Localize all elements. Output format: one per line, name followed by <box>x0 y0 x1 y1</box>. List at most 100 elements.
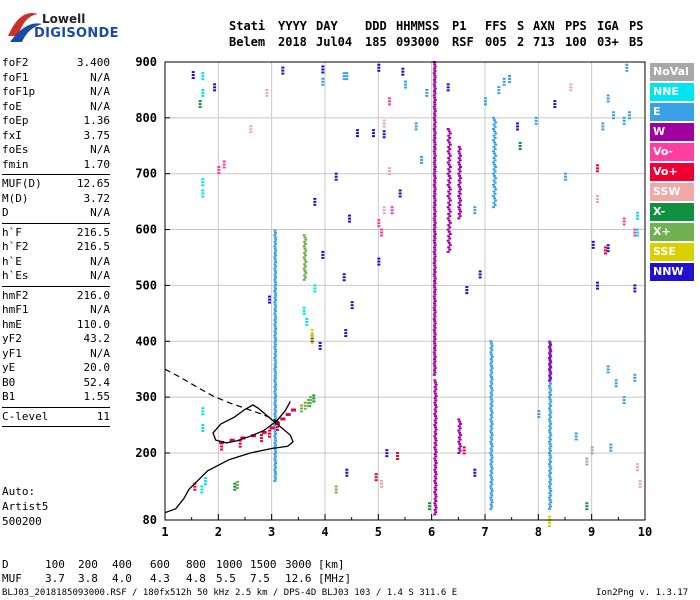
echo-point <box>321 256 325 259</box>
footer-d-values-cell: 3000 <box>285 558 312 571</box>
echo-point <box>344 335 348 338</box>
echo-point <box>622 119 626 122</box>
echo-point <box>628 117 631 120</box>
footer-muf-values-cell: 4.0 <box>112 572 132 585</box>
echo-mark <box>489 498 493 501</box>
legend-item: W <box>650 123 694 141</box>
echo-mark <box>433 226 437 229</box>
footer-muf-values-cell: 3.8 <box>78 572 98 585</box>
param-value: 216.5 <box>76 240 110 253</box>
echo-mark <box>433 253 437 256</box>
echo-point <box>201 195 205 198</box>
echo-mark <box>432 72 436 75</box>
echo-mark <box>493 148 497 151</box>
echo-mark <box>446 206 450 209</box>
echo-point <box>268 429 271 432</box>
echo-mark <box>432 295 436 298</box>
echo-mark <box>548 507 551 510</box>
echo-mark <box>433 190 437 193</box>
echo-mark <box>434 477 438 480</box>
echo-mark <box>433 415 437 418</box>
echo-point <box>388 103 391 106</box>
echo-mark <box>273 325 277 328</box>
echo-mark <box>548 358 552 361</box>
echo-mark <box>492 195 495 198</box>
echo-mark <box>273 256 277 259</box>
echo-mark <box>459 422 463 425</box>
param-value: 1.70 <box>83 157 111 171</box>
echo-mark <box>458 203 462 206</box>
footer-muf-values-cell: [MHz] <box>318 572 352 585</box>
echo-point <box>388 170 391 173</box>
echo-point <box>260 434 263 437</box>
echo-point <box>201 88 205 91</box>
echo-mark <box>432 239 436 242</box>
echo-mark <box>548 391 552 394</box>
echo-mark <box>433 286 437 289</box>
echo-mark <box>448 237 452 240</box>
echo-point <box>591 240 595 243</box>
echo-mark <box>433 143 437 146</box>
echo-mark <box>433 315 437 318</box>
param-row: foF2 3.400 <box>2 56 110 71</box>
echo-mark <box>457 145 461 148</box>
echo-mark <box>433 302 437 305</box>
echo-point <box>356 129 359 132</box>
echo-trace-point <box>285 412 291 416</box>
param-separator <box>2 406 110 408</box>
echo-mark <box>446 239 450 242</box>
echo-point <box>377 63 381 66</box>
echo-point <box>591 246 595 249</box>
echo-point <box>425 91 429 94</box>
echo-mark <box>432 250 436 253</box>
echo-mark <box>489 487 493 490</box>
echo-mark <box>457 451 461 454</box>
echo-mark <box>273 386 277 389</box>
echo-point <box>193 488 197 491</box>
echo-mark <box>458 159 462 162</box>
echo-point <box>201 424 205 427</box>
echo-point <box>321 83 325 86</box>
echo-point <box>596 201 599 204</box>
echo-point <box>382 212 386 215</box>
echo-mark <box>548 376 552 379</box>
echo-mark <box>490 355 494 358</box>
echo-mark <box>273 307 277 310</box>
echo-mark <box>434 450 438 453</box>
echo-mark <box>273 343 277 346</box>
echo-mark <box>273 254 277 257</box>
param-separator <box>2 285 110 287</box>
echo-point <box>318 344 322 347</box>
param-row: foF1 N/A <box>2 71 110 86</box>
echo-mark <box>433 130 437 133</box>
echo-mark <box>548 368 551 371</box>
echo-mark <box>457 195 461 198</box>
echo-mark <box>303 243 307 246</box>
param-row: foE N/A <box>2 100 110 115</box>
echo-point <box>377 257 381 260</box>
x-tick-label: 2 <box>215 525 222 539</box>
echo-mark <box>273 455 277 458</box>
echo-mark <box>548 353 552 356</box>
echo-mark <box>489 440 493 443</box>
header-row2-cell: 713 <box>533 35 555 49</box>
echo-mark <box>434 462 438 465</box>
echo-mark <box>448 248 452 251</box>
echo-mark <box>489 409 493 412</box>
echo-point <box>574 432 578 435</box>
x-tick-label: 3 <box>268 525 275 539</box>
y-tick-label: 600 <box>135 223 157 237</box>
echo-mark <box>492 145 496 148</box>
echo-point <box>473 206 477 209</box>
echo-point <box>625 63 629 66</box>
legend-item: SSE <box>650 243 694 261</box>
echo-mark <box>433 119 437 122</box>
param-value: 1.55 <box>83 390 111 403</box>
echo-mark <box>433 493 437 496</box>
echo-mark <box>490 478 494 481</box>
echo-mark <box>273 368 277 371</box>
echo-mark <box>433 123 437 126</box>
echo-mark <box>273 287 277 290</box>
echo-mark <box>433 326 437 329</box>
echo-point <box>428 508 431 511</box>
